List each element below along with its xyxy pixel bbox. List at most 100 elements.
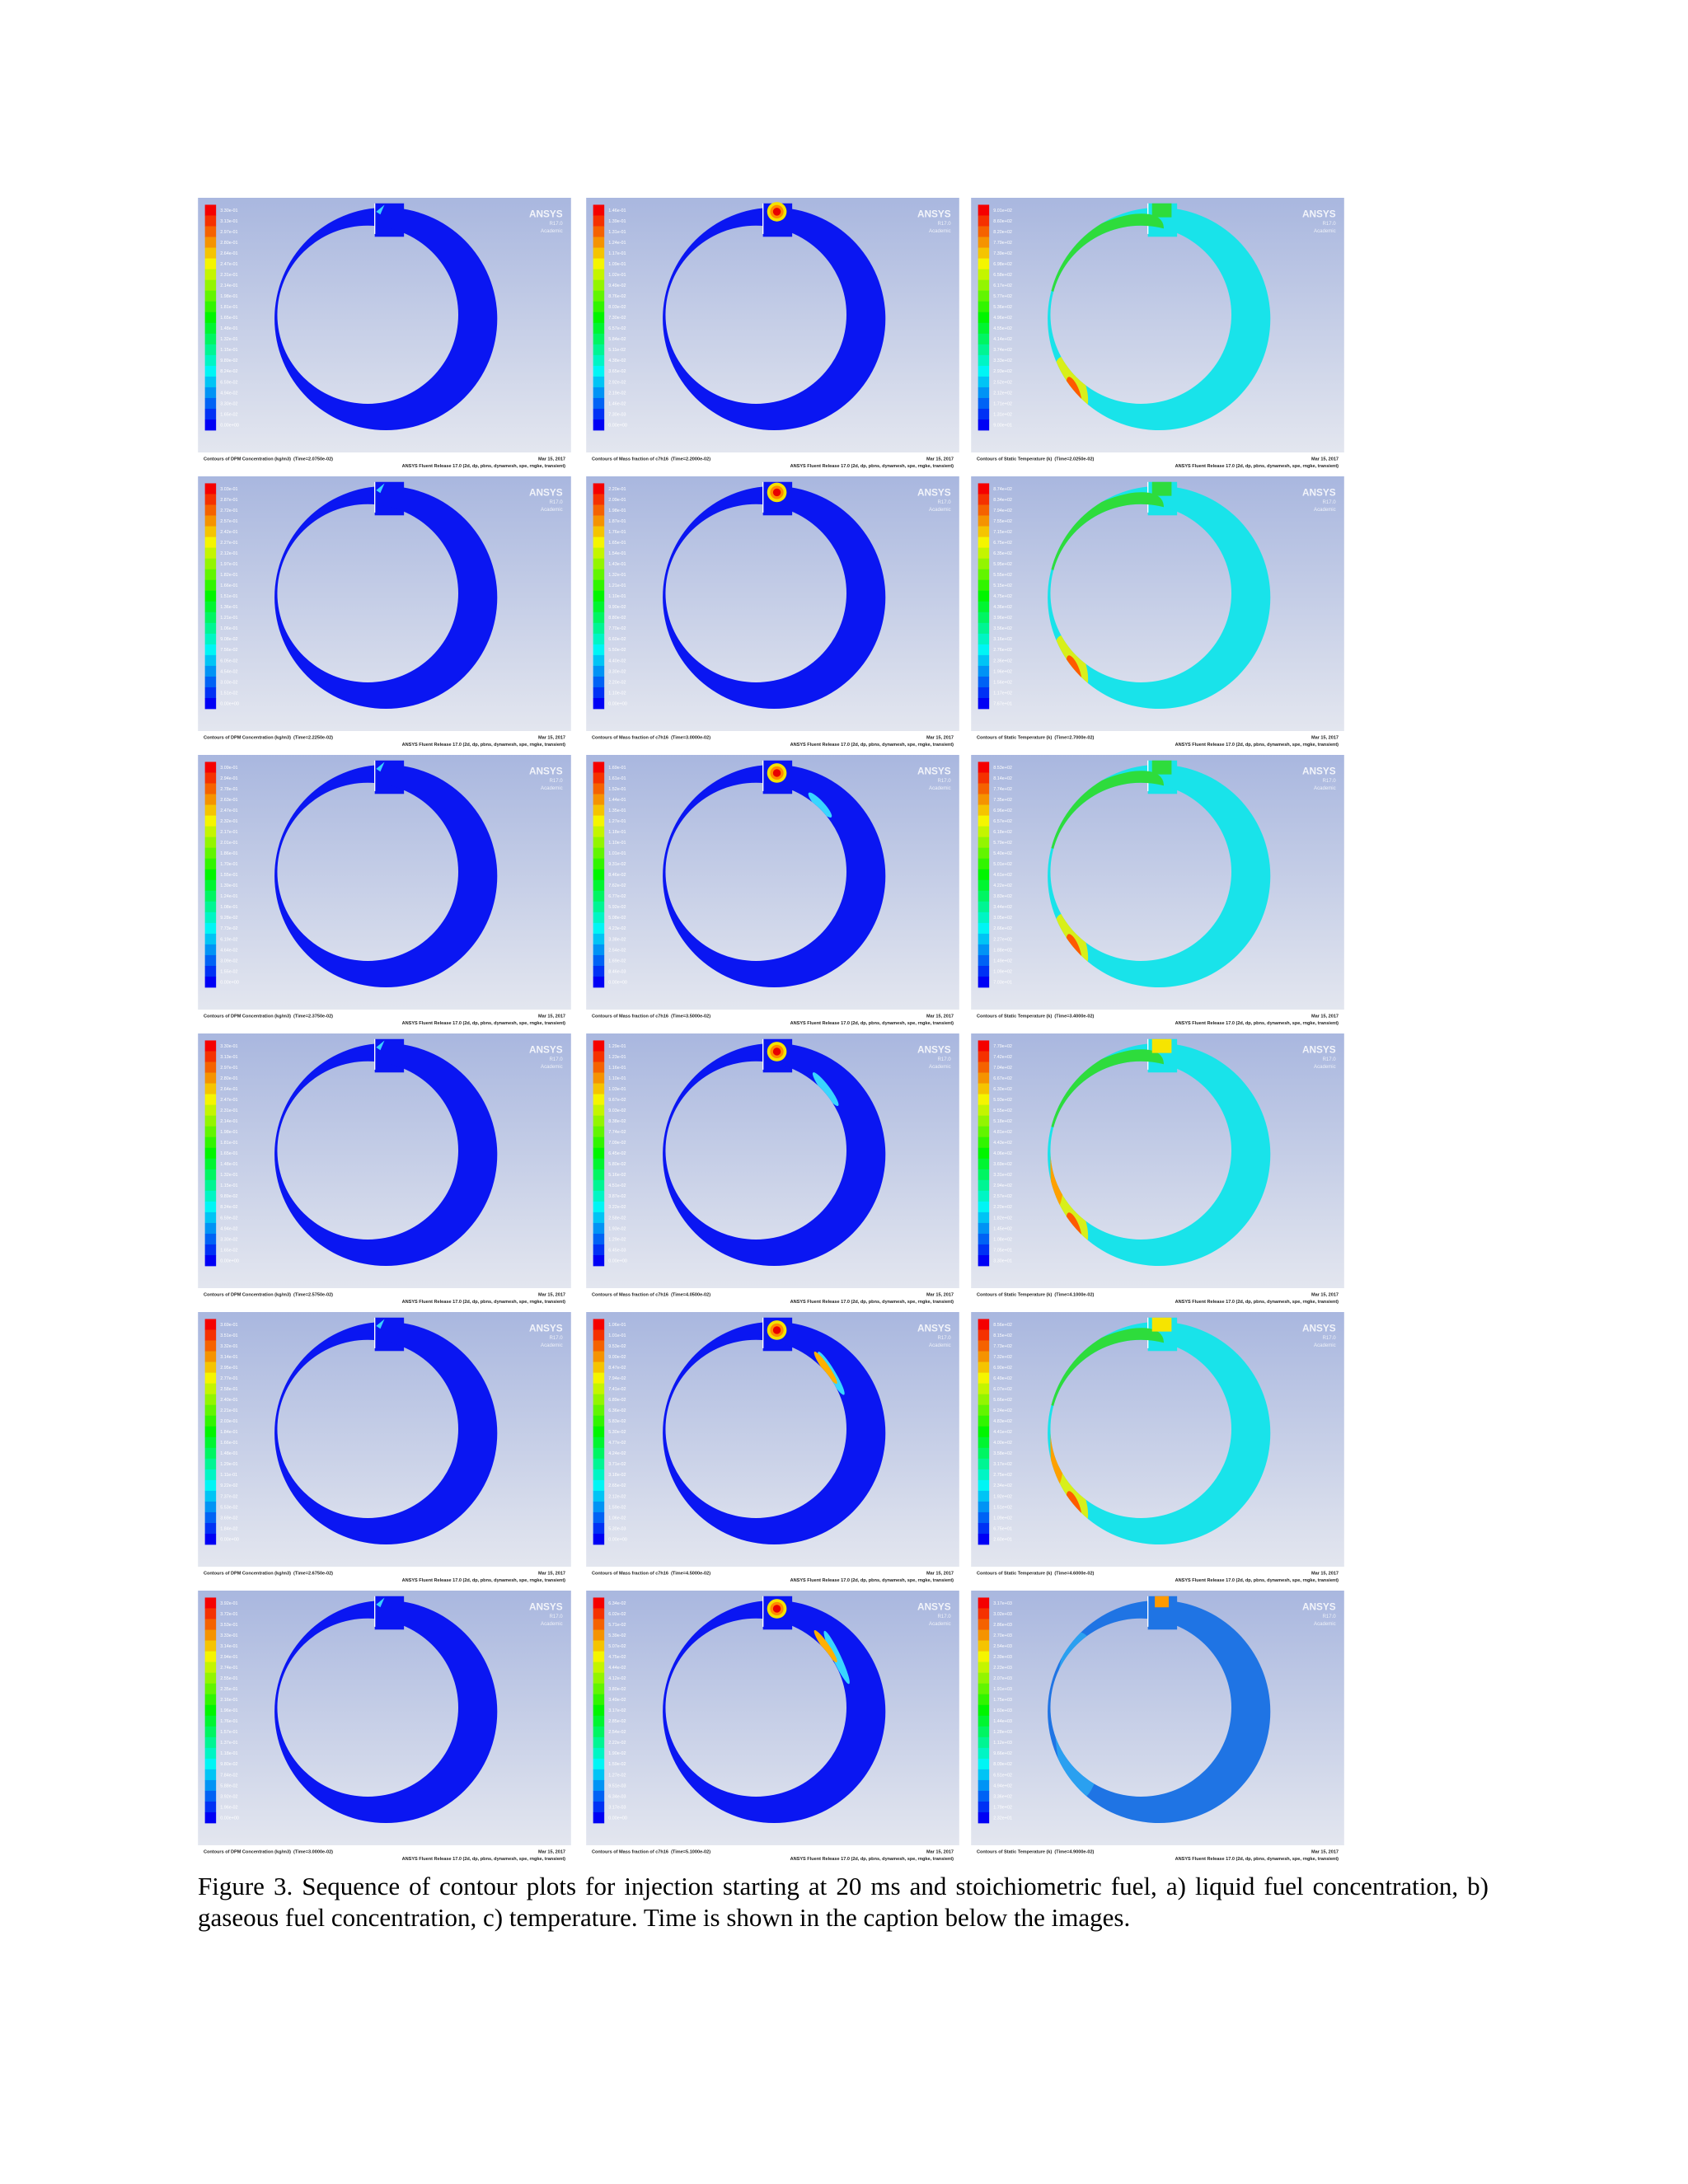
colorbar-swatch bbox=[978, 944, 990, 956]
legend-label: 1.81e-01 bbox=[220, 1141, 237, 1146]
ring bbox=[274, 1043, 498, 1267]
colorbar-swatch bbox=[593, 1769, 605, 1781]
colorbar-swatch bbox=[593, 965, 605, 977]
legend-label: 2.03e-01 bbox=[220, 1419, 237, 1424]
logo-brand: ANSYS bbox=[1302, 1323, 1336, 1334]
legend-label: 2.95e-01 bbox=[220, 1366, 237, 1371]
colorbar-swatch bbox=[593, 1062, 605, 1073]
logo-edition: Academic bbox=[1314, 229, 1336, 234]
inlet-warm bbox=[1151, 1317, 1172, 1332]
colorbar-swatch bbox=[204, 226, 217, 237]
colorbar-swatch bbox=[978, 1319, 990, 1330]
legend-label: 1.10e-01 bbox=[608, 1076, 626, 1081]
colorbar-swatch bbox=[204, 1351, 217, 1362]
caption-strip bbox=[971, 1567, 1344, 1585]
colorbar-swatch bbox=[978, 1212, 990, 1224]
logo-brand: ANSYS bbox=[1302, 209, 1336, 220]
legend-label: 1.24e-01 bbox=[220, 894, 237, 899]
caption-strip bbox=[586, 731, 959, 749]
legend-label: 9.01e+02 bbox=[993, 209, 1012, 213]
plume bbox=[772, 1326, 781, 1334]
legend-label: 2.57e+02 bbox=[993, 1194, 1012, 1199]
legend-label: 3.17e-02 bbox=[608, 1708, 626, 1713]
legend-label: 1.35e-01 bbox=[608, 808, 626, 813]
legend-label: 6.57e-02 bbox=[608, 326, 626, 331]
colorbar-swatch bbox=[593, 354, 605, 367]
colorbar-swatch bbox=[593, 1779, 605, 1792]
colorbar-swatch bbox=[204, 1629, 217, 1641]
legend-label: 4.24e-02 bbox=[608, 1451, 626, 1456]
panel-caption: Contours of Mass fraction of c7h16 (Time… bbox=[592, 735, 710, 740]
legend-label: 2.22e-02 bbox=[608, 1741, 626, 1746]
legend-label: 3.18e-02 bbox=[608, 1473, 626, 1478]
contour-panel: 3.69e-01 3.51e-01 3.32e-01 3.14e-01 2.95e-01… bbox=[198, 1312, 571, 1585]
legend-label: 1.31e+02 bbox=[993, 412, 1012, 417]
legend-label: 5.30e-03 bbox=[608, 1526, 626, 1531]
legend-label: 3.13e-01 bbox=[220, 1055, 237, 1060]
colorbar-swatch bbox=[204, 397, 217, 410]
inlet-warm bbox=[1151, 481, 1172, 496]
colorbar-swatch bbox=[978, 269, 990, 280]
colorbar-swatch bbox=[978, 1469, 990, 1481]
colorbar-swatch bbox=[204, 665, 217, 677]
legend-label: 6.98e+02 bbox=[993, 262, 1012, 267]
legend-label: 6.45e-03 bbox=[608, 1248, 626, 1253]
logo-version: R17.0 bbox=[549, 500, 563, 505]
legend-label: 5.16e-02 bbox=[608, 1173, 626, 1178]
colorbar-swatch bbox=[593, 890, 605, 902]
colorbar-swatch bbox=[204, 1404, 217, 1417]
legend-label: 3.69e+02 bbox=[993, 1162, 1012, 1167]
logo-brand: ANSYS bbox=[529, 1601, 563, 1613]
logo-edition: Academic bbox=[1314, 786, 1336, 791]
colorbar-swatch bbox=[204, 912, 217, 924]
legend-label: 2.23e+03 bbox=[993, 1666, 1012, 1671]
legend-label: 1.57e-01 bbox=[220, 1730, 237, 1735]
legend-label: 7.41e-02 bbox=[608, 1387, 626, 1392]
legend-label: 6.57e+02 bbox=[993, 819, 1012, 824]
colorbar-swatch bbox=[978, 215, 990, 227]
colorbar-swatch bbox=[593, 569, 605, 581]
colorbar-swatch bbox=[978, 1436, 990, 1449]
contour-panel: 7.79e+02 7.42e+02 7.04e+02 6.67e+02 6.30e+02… bbox=[971, 1033, 1344, 1306]
colorbar-swatch bbox=[978, 408, 990, 420]
logo-version: R17.0 bbox=[549, 1057, 563, 1062]
contour-features bbox=[814, 1630, 850, 1685]
colorbar-swatch bbox=[978, 890, 990, 902]
legend-label: 7.62e-02 bbox=[608, 883, 626, 888]
colorbar-swatch bbox=[978, 1694, 990, 1706]
colorbar-swatch bbox=[204, 1608, 217, 1619]
legend-label: 5.53e-02 bbox=[220, 1505, 237, 1510]
colorbar-swatch bbox=[593, 1726, 605, 1738]
colorbar-swatch bbox=[593, 1651, 605, 1662]
colorbar-swatch bbox=[978, 633, 990, 645]
legend-label: 3.05e+02 bbox=[993, 916, 1012, 921]
legend-label: 2.97e-01 bbox=[220, 230, 237, 235]
colorbar-swatch bbox=[593, 579, 605, 592]
legend-label: 2.40e-01 bbox=[220, 1398, 237, 1403]
colorbar-swatch bbox=[593, 344, 605, 356]
colorbar-swatch bbox=[204, 1361, 217, 1373]
ring bbox=[1048, 764, 1271, 988]
colorbar-swatch bbox=[978, 869, 990, 881]
legend-label: 6.07e+02 bbox=[993, 1387, 1012, 1392]
legend-label: 1.45e+02 bbox=[993, 1226, 1012, 1231]
legend-label: 8.56e+02 bbox=[993, 1323, 1012, 1328]
legend-label: 8.60e+02 bbox=[993, 219, 1012, 224]
legend-label: 2.66e+02 bbox=[993, 926, 1012, 931]
legend-label: 1.27e-02 bbox=[608, 1773, 626, 1778]
caption-strip bbox=[586, 1845, 959, 1863]
colorbar-swatch bbox=[593, 1522, 605, 1535]
legend-label: 1.92e+02 bbox=[993, 1494, 1012, 1499]
colorbar-swatch bbox=[978, 1072, 990, 1084]
colorbar-swatch bbox=[204, 1233, 217, 1245]
colorbar-swatch bbox=[978, 387, 990, 399]
colorbar-swatch bbox=[204, 1522, 217, 1535]
legend-label: 1.66e-01 bbox=[220, 583, 237, 588]
legend-label: 3.69e-02 bbox=[220, 1516, 237, 1521]
legend-label: 0.00e+00 bbox=[220, 423, 239, 428]
legend-label: 3.32e-01 bbox=[220, 1344, 237, 1349]
legend-label: 7.35e+02 bbox=[993, 798, 1012, 803]
logo-version: R17.0 bbox=[937, 779, 951, 784]
colorbar-swatch bbox=[204, 1619, 217, 1630]
panel-caption: Contours of DPM Concentration (kg/m3) (T… bbox=[204, 1849, 333, 1854]
